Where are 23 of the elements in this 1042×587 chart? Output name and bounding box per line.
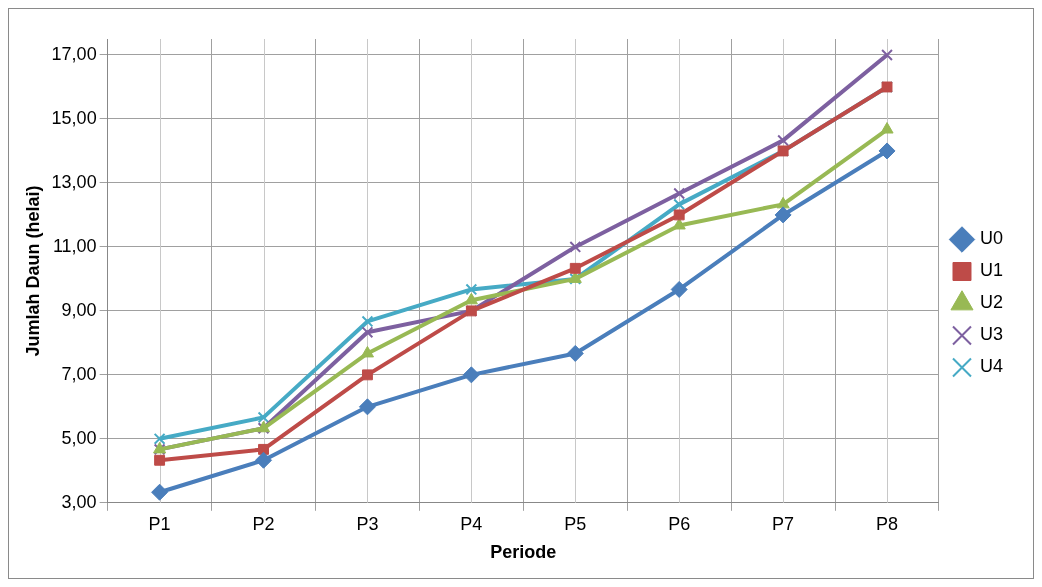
x-tick-label: P7 — [772, 513, 795, 534]
legend-label: U3 — [979, 324, 1004, 345]
legend-label: U1 — [979, 260, 1004, 281]
y-tick-label: 3,00 — [61, 491, 97, 512]
x-tick-label: P5 — [564, 513, 587, 534]
x-tick-label: P1 — [148, 513, 171, 534]
x-tick-label: P3 — [356, 513, 379, 534]
x-tick-label: P8 — [876, 513, 899, 534]
y-tick-label: 13,00 — [51, 171, 97, 192]
legend-label: U4 — [979, 356, 1004, 377]
y-tick-label: 5,00 — [61, 427, 97, 448]
y-axis-title: Jumlah Daun (helai) — [22, 185, 43, 357]
legend-label: U2 — [979, 292, 1004, 313]
x-tick-label: P4 — [460, 513, 483, 534]
legend-label: U0 — [979, 228, 1004, 249]
x-tick-label: P6 — [668, 513, 691, 534]
y-tick-label: 9,00 — [61, 299, 97, 320]
y-tick-label: 15,00 — [51, 107, 97, 128]
x-tick-label: P2 — [252, 513, 275, 534]
y-tick-label: 17,00 — [51, 43, 97, 64]
y-tick-label: 11,00 — [52, 235, 97, 256]
x-axis-title: Periode — [490, 542, 557, 563]
y-tick-label: 7,00 — [61, 363, 97, 384]
